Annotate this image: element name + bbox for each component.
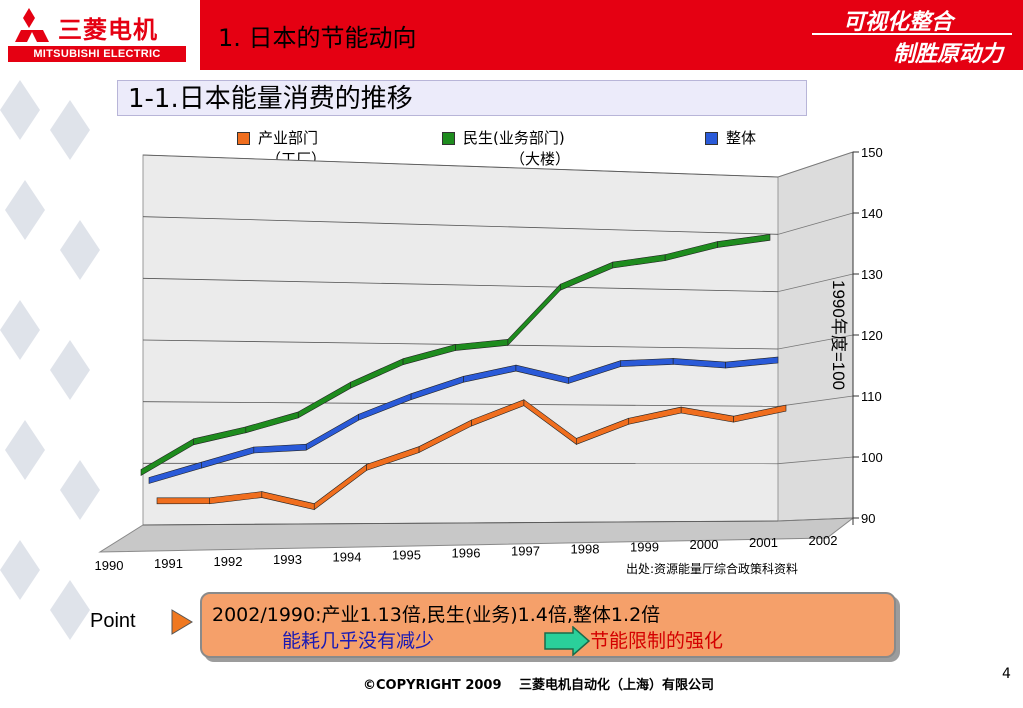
energy-consumption-chart: 90 100 110 120 130 140 150 1990 1991 1992 1993 1994… — [95, 145, 883, 573]
slogan-line-2: 制胜原动力 — [892, 42, 1003, 67]
gridline — [142, 520, 779, 526]
logo-english-text: MITSUBISHI ELECTRIC — [8, 46, 186, 62]
legend-swatch-industry — [237, 132, 250, 145]
gridline-side — [777, 212, 854, 235]
legend-item-industry: 产业部门 — [237, 127, 318, 148]
series-segment-1 — [717, 233, 771, 248]
y-tick-label: 90 — [861, 511, 875, 526]
y-tick-label: 140 — [861, 206, 883, 221]
y-tick-label: 130 — [861, 267, 883, 282]
gridline-side — [777, 395, 854, 407]
legend-label-civil: 民生(业务部门) — [463, 129, 565, 147]
x-tick-label: 1996 — [452, 546, 481, 561]
gridline-side — [777, 273, 854, 293]
slogan-line-1: 可视化整合 — [842, 10, 953, 35]
series-segment-0 — [733, 404, 787, 423]
section-title: 1. 日本的节能动向 — [218, 24, 417, 52]
page-number: 4 — [1002, 666, 1011, 682]
x-tick-label: 1997 — [511, 543, 540, 558]
y-tick-label: 150 — [861, 145, 883, 160]
x-tick-label: 2000 — [690, 537, 719, 552]
gridline — [142, 401, 779, 407]
x-tick-label: 1994 — [333, 550, 362, 565]
gridline-side — [777, 334, 854, 350]
decorative-diamond-pattern — [0, 80, 100, 640]
chart-back-wall — [142, 154, 779, 526]
copyright-footer: ©COPYRIGHT 2009 三菱电机自动化（上海）有限公司 — [363, 678, 715, 693]
slide-subtitle: 1-1.日本能量消费的推移 — [117, 80, 807, 116]
y-axis-label: 1990年度=100 — [829, 280, 848, 391]
gridline — [142, 277, 779, 293]
x-tick-label: 1999 — [630, 539, 659, 554]
x-tick-label: 1990 — [95, 558, 123, 573]
point-summary-ratio: 2002/1990:产业1.13倍,民生(业务)1.4倍,整体1.2倍 — [212, 604, 661, 626]
chart-source-note: 出处:资源能量厅综合政策科资料 — [626, 562, 799, 576]
legend-item-civil: 民生(业务部门) — [442, 127, 565, 148]
x-tick-label: 2001 — [749, 535, 778, 550]
y-tick-label: 120 — [861, 328, 883, 343]
series-segment-2 — [725, 356, 779, 369]
point-summary-conclusion: 能耗几乎没有减少 — [282, 630, 435, 652]
triangle-arrow-icon — [171, 609, 193, 635]
legend-swatch-civil — [442, 132, 455, 145]
y-tick-label: 110 — [861, 389, 882, 404]
legend-item-overall: 整体 — [705, 127, 756, 148]
series-segment-0 — [156, 497, 210, 505]
three-diamonds-logo-icon — [15, 8, 49, 42]
slogan-divider — [812, 33, 1012, 35]
right-arrow-icon — [544, 626, 591, 656]
gridline — [142, 216, 779, 235]
gridline-side — [777, 517, 854, 522]
gridline-side — [777, 151, 854, 178]
gridline-side — [777, 456, 854, 465]
gridline — [142, 154, 779, 178]
x-tick-label: 1993 — [273, 552, 302, 567]
x-tick-label: 1991 — [154, 556, 183, 571]
company-logo: 三菱电机 MITSUBISHI ELECTRIC — [0, 0, 200, 70]
x-tick-label: 1998 — [571, 541, 600, 556]
logo-japanese-text: 三菱电机 — [58, 16, 158, 44]
legend-label-industry: 产业部门 — [258, 129, 319, 147]
legend-sublabel-civil: （大楼） — [510, 150, 571, 168]
x-tick-label: 1995 — [392, 548, 421, 563]
legend-swatch-overall — [705, 132, 718, 145]
y-tick-label: 100 — [861, 450, 883, 465]
point-label: Point — [90, 610, 136, 632]
legend-label-overall: 整体 — [726, 129, 757, 147]
x-tick-label: 2002 — [809, 533, 838, 548]
x-tick-label: 1992 — [214, 554, 243, 569]
point-summary-action: 节能限制的强化 — [590, 630, 724, 652]
